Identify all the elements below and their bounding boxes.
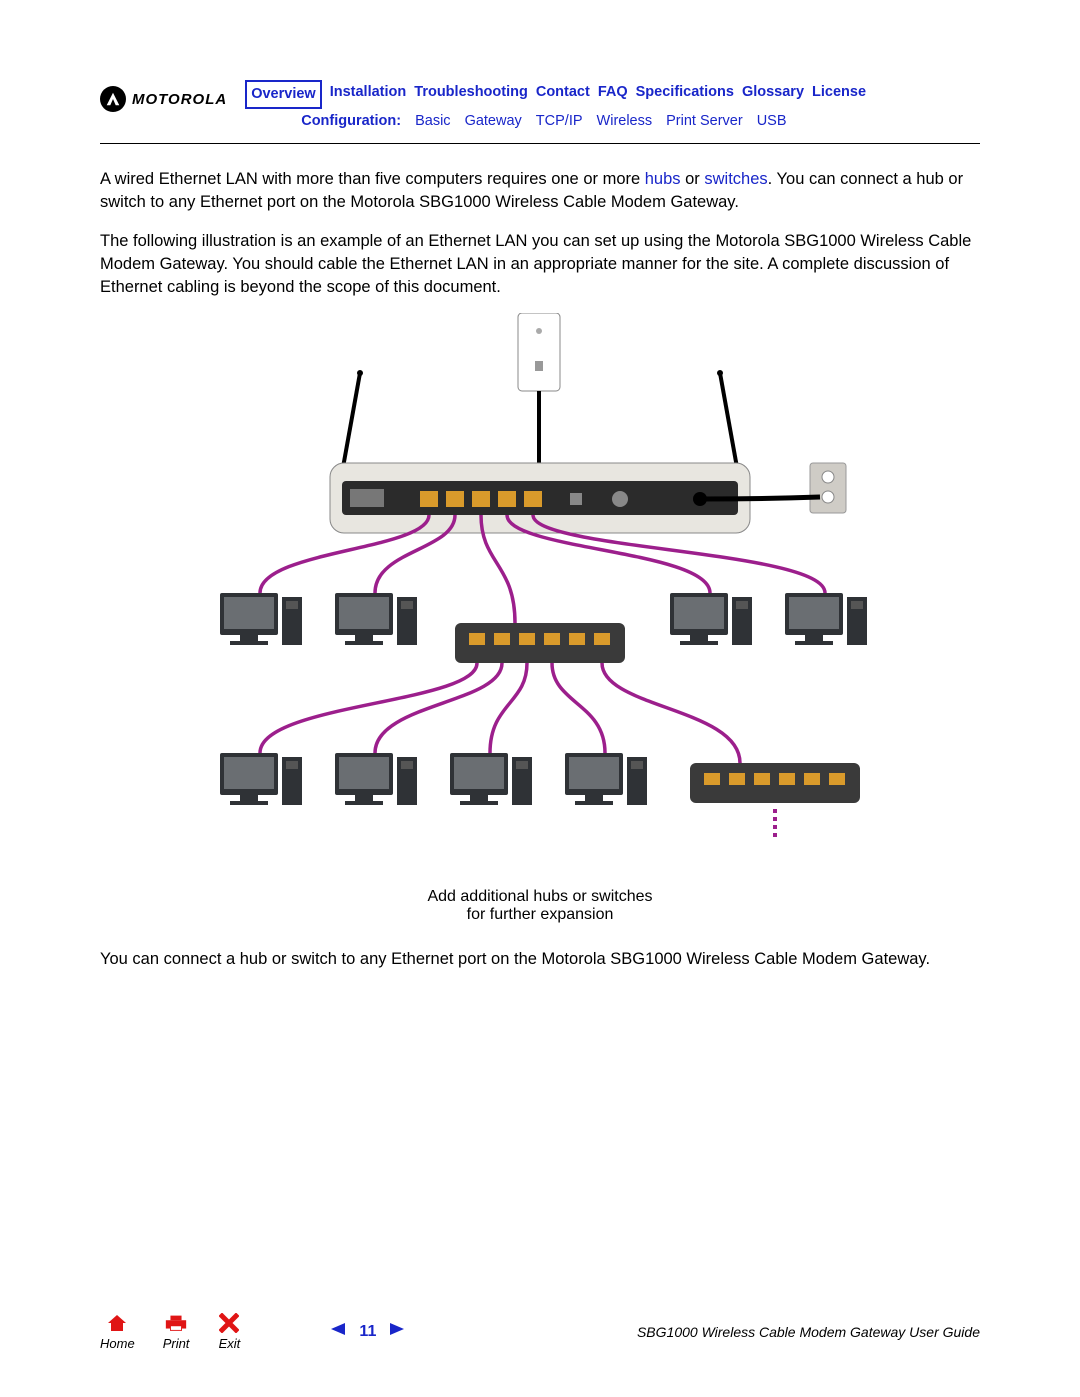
doc-title: SBG1000 Wireless Cable Modem Gateway Use… (637, 1324, 980, 1340)
nav-basic[interactable]: Basic (415, 109, 450, 134)
exit-button[interactable]: Exit (217, 1312, 241, 1351)
nav-config-label: Configuration: (301, 109, 401, 134)
nav-gateway[interactable]: Gateway (465, 109, 522, 134)
nav-tcpip[interactable]: TCP/IP (536, 109, 583, 134)
nav-print-server[interactable]: Print Server (666, 109, 743, 134)
brand-name: MOTOROLA (132, 91, 227, 108)
pager: 11 (241, 1322, 637, 1341)
nav-license[interactable]: License (812, 80, 866, 109)
paragraph-2: The following illustration is an example… (100, 230, 980, 298)
top-nav: Overview Installation Troubleshooting Co… (245, 80, 866, 133)
paragraph-1: A wired Ethernet LAN with more than five… (100, 168, 980, 214)
print-button[interactable]: Print (163, 1312, 190, 1351)
nav-glossary[interactable]: Glossary (742, 80, 804, 109)
nav-usb[interactable]: USB (757, 109, 787, 134)
document-page: MOTOROLA Overview Installation Troublesh… (0, 0, 1080, 1397)
nav-overview[interactable]: Overview (245, 80, 322, 109)
print-icon (164, 1312, 188, 1334)
link-hubs[interactable]: hubs (645, 170, 681, 188)
network-diagram (180, 313, 900, 878)
header-divider (100, 143, 980, 144)
link-switches[interactable]: switches (704, 170, 767, 188)
nav-row-primary: Overview Installation Troubleshooting Co… (245, 80, 866, 109)
header: MOTOROLA Overview Installation Troublesh… (100, 80, 980, 133)
home-button[interactable]: Home (100, 1312, 135, 1351)
nav-wireless[interactable]: Wireless (597, 109, 653, 134)
nav-row-secondary: Configuration: Basic Gateway TCP/IP Wire… (245, 109, 866, 134)
page-number: 11 (359, 1323, 376, 1341)
next-page-button[interactable] (386, 1322, 404, 1341)
home-icon (105, 1312, 129, 1334)
prev-page-button[interactable] (331, 1322, 349, 1341)
footer: Home Print Exit 11 S (100, 1312, 980, 1351)
motorola-batwing-icon (100, 86, 126, 112)
nav-installation[interactable]: Installation (330, 80, 407, 109)
nav-troubleshooting[interactable]: Troubleshooting (414, 80, 528, 109)
nav-contact[interactable]: Contact (536, 80, 590, 109)
exit-icon (217, 1312, 241, 1334)
diagram-caption: Add additional hubs or switches for furt… (100, 888, 980, 924)
nav-specifications[interactable]: Specifications (636, 80, 734, 109)
brand-logo: MOTOROLA (100, 86, 227, 112)
paragraph-3: You can connect a hub or switch to any E… (100, 948, 980, 971)
nav-faq[interactable]: FAQ (598, 80, 628, 109)
